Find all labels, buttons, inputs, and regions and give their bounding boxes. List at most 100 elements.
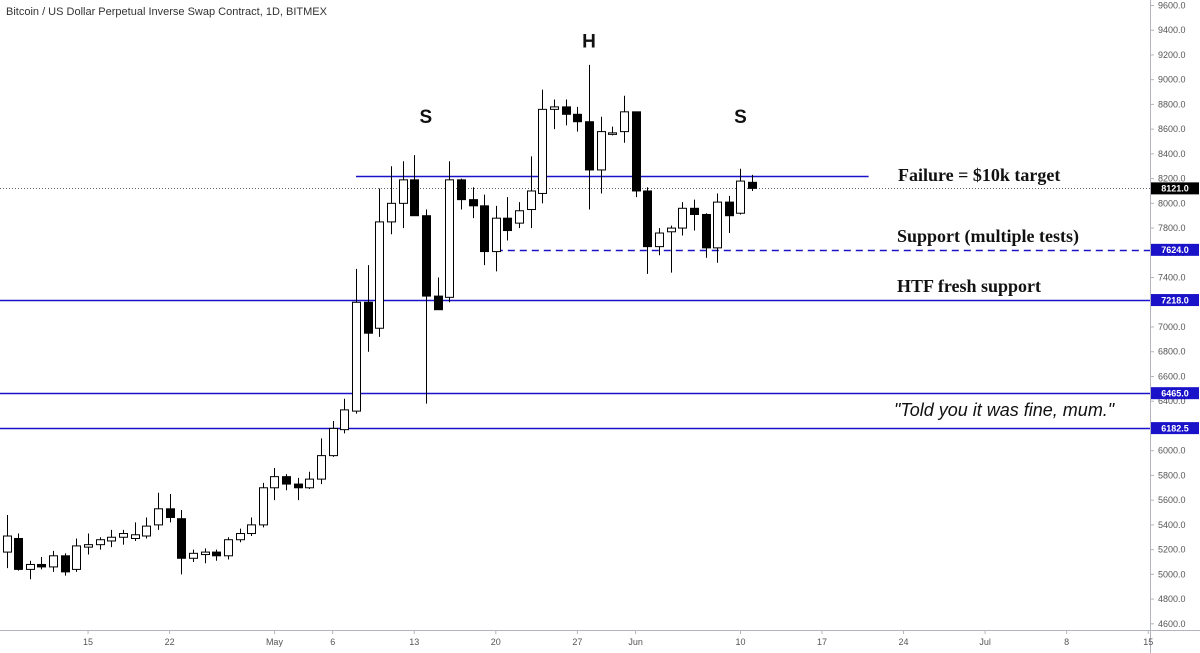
candle[interactable] [585, 64, 594, 210]
candle[interactable] [550, 99, 559, 130]
candle[interactable] [119, 529, 128, 545]
y-tick-label: 9600.0 [1158, 0, 1186, 10]
y-tick-label: 7800.0 [1158, 223, 1186, 233]
candle-body [492, 217, 501, 253]
candle[interactable] [620, 95, 629, 143]
candle[interactable] [736, 168, 745, 215]
level-label-7218.0-bg [1151, 294, 1199, 307]
y-tick-label: 6400.0 [1158, 396, 1186, 406]
level-label-7624.0-bg [1151, 243, 1199, 256]
candle[interactable] [107, 529, 116, 548]
pattern-label-s: S [734, 107, 747, 128]
candle[interactable] [655, 228, 664, 256]
x-tick-label: 13 [409, 637, 419, 647]
candle[interactable] [608, 126, 617, 136]
candle-body [422, 215, 431, 297]
candle-body [713, 201, 722, 249]
candle[interactable] [224, 537, 233, 560]
candle[interactable] [49, 550, 58, 572]
candle[interactable] [340, 398, 349, 434]
candle[interactable] [538, 89, 547, 204]
candle[interactable] [375, 188, 384, 337]
candle[interactable] [527, 156, 536, 229]
candle[interactable] [166, 493, 175, 523]
candle-body [49, 555, 58, 568]
candle-body [107, 536, 116, 542]
candle-body [317, 455, 326, 480]
y-tick-label: 8800.0 [1158, 99, 1186, 109]
candle[interactable] [573, 106, 582, 132]
candle[interactable] [422, 209, 431, 404]
candle[interactable] [189, 549, 198, 562]
y-tick-label: 6000.0 [1158, 446, 1186, 456]
x-tick-label: 8 [1064, 637, 1069, 647]
candle[interactable] [84, 533, 93, 555]
candle[interactable] [3, 514, 12, 569]
candle[interactable] [329, 421, 338, 457]
candle[interactable] [142, 517, 151, 539]
candle[interactable] [492, 205, 501, 272]
candle-body [643, 190, 652, 248]
candle-body [352, 301, 361, 412]
candle[interactable] [305, 471, 314, 490]
candle[interactable] [61, 553, 70, 576]
candle[interactable] [259, 482, 268, 528]
candle-body [562, 106, 571, 115]
candle[interactable] [387, 166, 396, 235]
candle[interactable] [445, 161, 454, 303]
time-axis[interactable]: 15 22 May 6 13 20 27 Jun 10 17 24 Jul 8 15 [83, 630, 1153, 647]
candle[interactable] [72, 538, 81, 572]
candle[interactable] [410, 155, 419, 217]
candle[interactable] [317, 438, 326, 485]
candle[interactable] [236, 528, 245, 543]
candle[interactable] [713, 193, 722, 263]
candle[interactable] [515, 202, 524, 229]
candle-body [480, 205, 489, 253]
candle-body [166, 508, 175, 518]
candle[interactable] [96, 537, 105, 550]
candle-body [37, 563, 46, 568]
candle[interactable] [725, 195, 734, 234]
y-tick-label: 8000.0 [1158, 198, 1186, 208]
candle[interactable] [14, 533, 23, 571]
candle[interactable] [201, 548, 210, 564]
candle[interactable] [270, 467, 279, 501]
candle[interactable] [294, 477, 303, 501]
candle[interactable] [667, 225, 676, 273]
candle[interactable] [597, 116, 606, 194]
candle[interactable] [212, 549, 221, 561]
candle[interactable] [364, 265, 373, 352]
candle[interactable] [352, 268, 361, 414]
candle[interactable] [399, 161, 408, 229]
x-tick-label: 27 [572, 637, 582, 647]
candle-body [667, 227, 676, 233]
candle-body [189, 552, 198, 559]
candle-body [177, 518, 186, 559]
candle[interactable] [26, 560, 35, 580]
candles[interactable] [3, 64, 757, 580]
candle[interactable] [503, 197, 512, 241]
candle[interactable] [154, 492, 163, 530]
candle[interactable] [434, 277, 443, 311]
candle[interactable] [678, 202, 687, 236]
candle[interactable] [690, 199, 699, 231]
candle[interactable] [702, 213, 711, 258]
candle[interactable] [247, 517, 256, 537]
y-tick-label: 4800.0 [1158, 594, 1186, 604]
candle[interactable] [748, 174, 757, 191]
candle-body [142, 525, 151, 537]
candle[interactable] [37, 557, 46, 570]
candle[interactable] [131, 522, 140, 541]
candle[interactable] [282, 474, 291, 491]
candle[interactable] [457, 178, 466, 210]
candle[interactable] [632, 111, 641, 198]
candle[interactable] [480, 194, 489, 266]
candle[interactable] [562, 99, 571, 126]
candle[interactable] [177, 510, 186, 575]
y-tick-label: 9000.0 [1158, 75, 1186, 85]
candle[interactable] [469, 187, 478, 219]
candle[interactable] [643, 187, 652, 274]
x-tick-label: 6 [330, 637, 335, 647]
